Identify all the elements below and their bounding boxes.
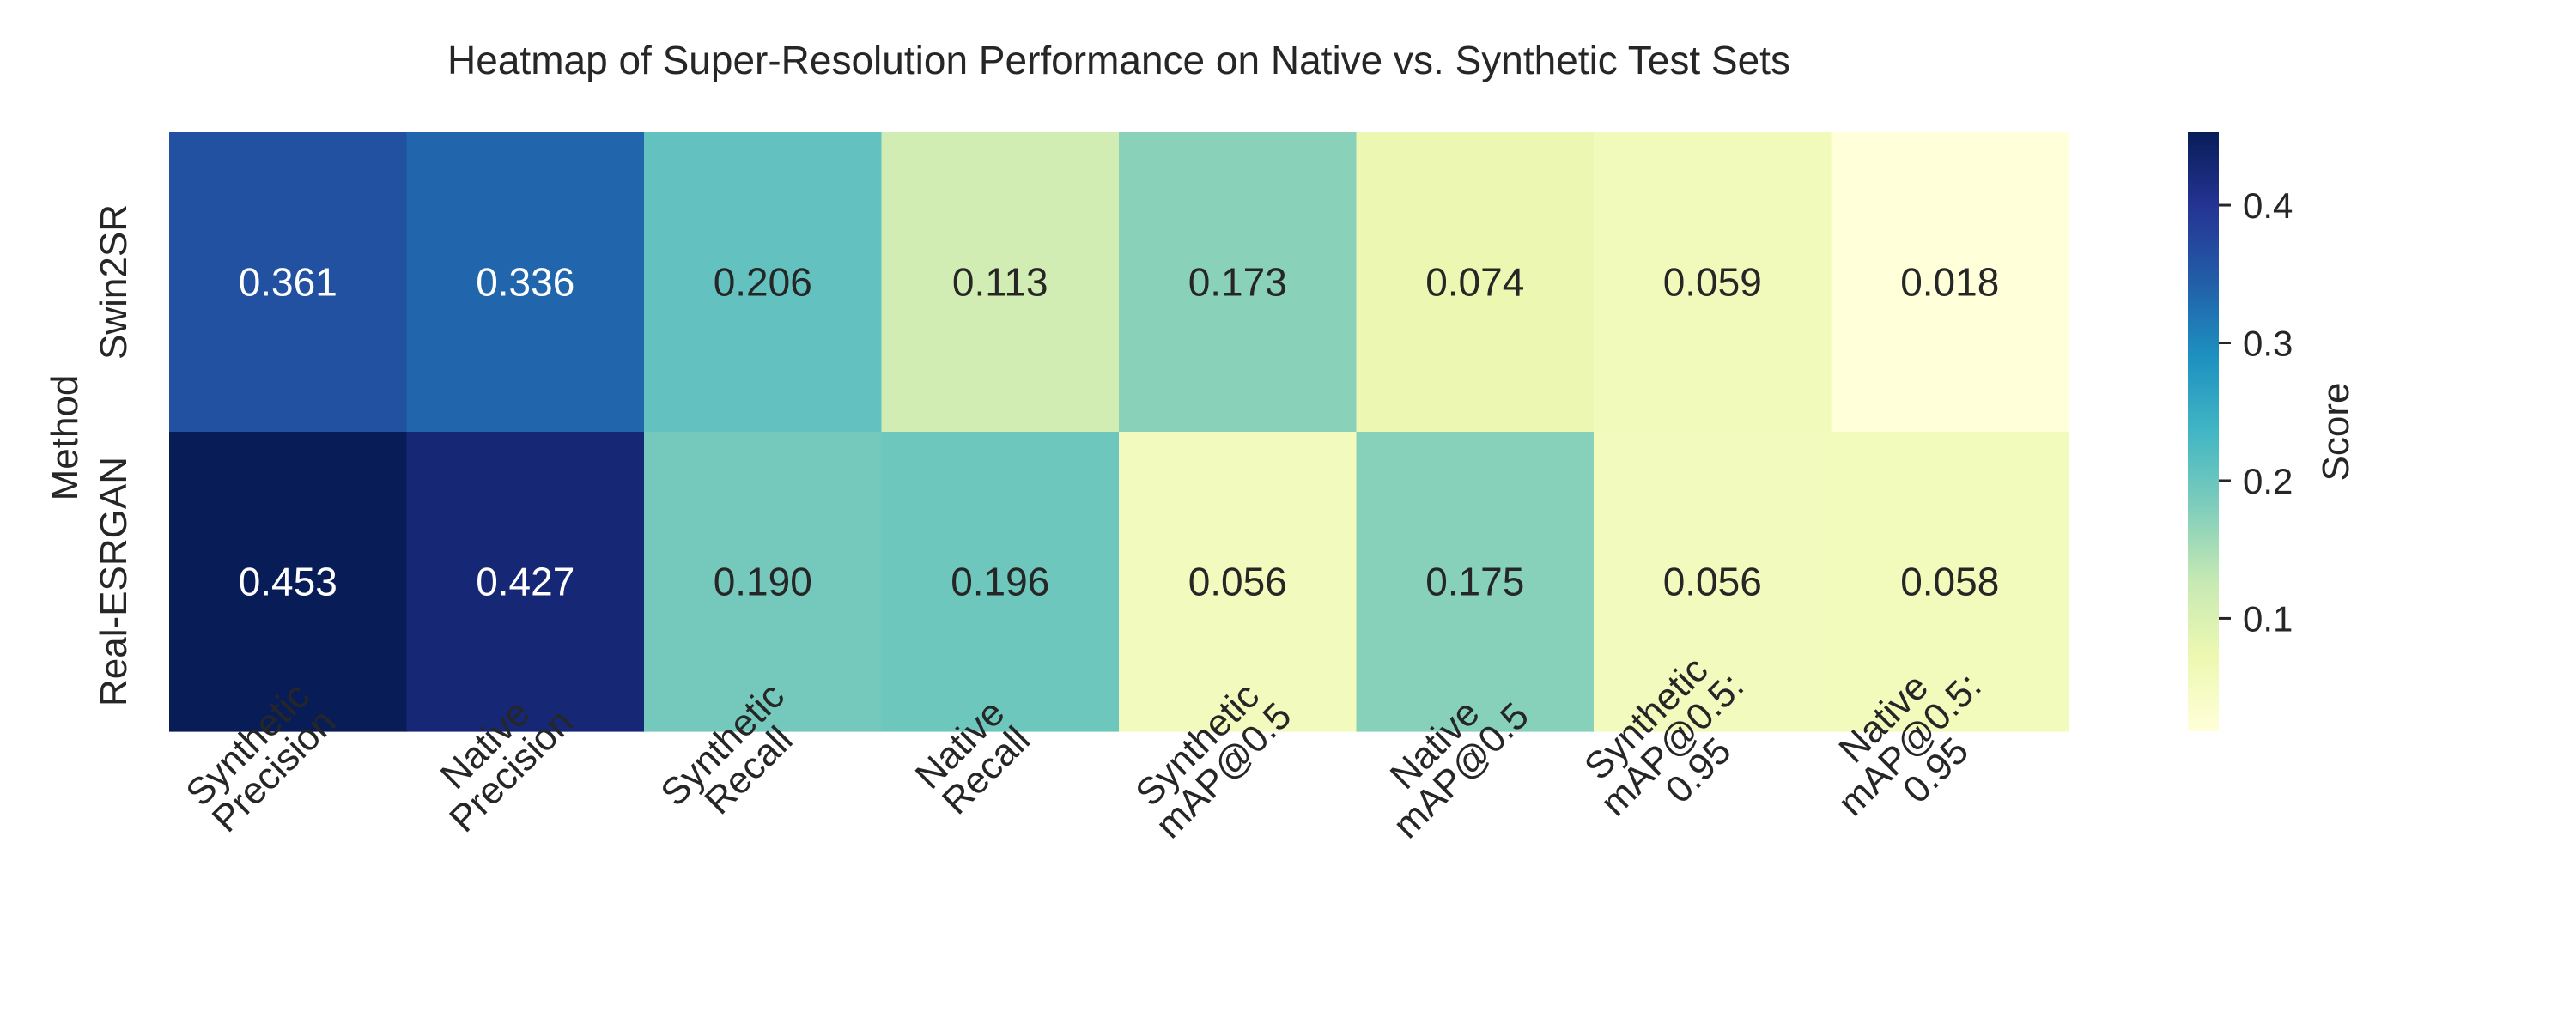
cell-value-label: 0.074: [1425, 260, 1524, 305]
cell-value-label: 0.113: [952, 260, 1048, 305]
heatmap-cell: [1356, 132, 1595, 433]
colorbar-tick-label: 0.2: [2243, 461, 2293, 501]
cell-value-label: 0.173: [1188, 260, 1287, 305]
row-label: Real-ESRGAN: [93, 457, 135, 706]
cell-value-label: 0.453: [239, 560, 337, 604]
cell-value-label: 0.058: [1900, 560, 1999, 604]
heatmap-cell: [406, 432, 645, 732]
cell-value-label: 0.427: [476, 560, 574, 604]
heatmap-cell: [1119, 432, 1358, 732]
row-tick-labels: Swin2SR Real-ESRGAN: [93, 204, 135, 706]
cell-value-label: 0.196: [951, 560, 1049, 604]
colorbar-ticks: 0.1 0.2 0.3 0.4: [2219, 185, 2293, 639]
cell-value-label: 0.175: [1425, 560, 1524, 604]
heatmap-cell: [881, 432, 1120, 732]
heatmap-cells: [169, 132, 2069, 732]
colorbar-tick-label: 0.4: [2243, 185, 2293, 226]
heatmap-cell: [1119, 132, 1358, 433]
colorbar-label: Score: [2315, 383, 2357, 482]
cell-value-label: 0.056: [1188, 560, 1287, 604]
heatmap-cell: [406, 132, 645, 433]
heatmap-cell: [169, 132, 408, 433]
heatmap-cell: [1356, 432, 1595, 732]
colorbar: [2188, 132, 2219, 731]
heatmap-cell: [1831, 432, 2069, 732]
heatmap-cell: [1594, 132, 1832, 433]
cell-value-label: 0.361: [239, 260, 337, 305]
row-label: Swin2SR: [93, 204, 135, 360]
y-axis-label: Method: [44, 375, 86, 501]
cell-value-label: 0.056: [1663, 560, 1762, 604]
cell-value-label: 0.206: [714, 260, 812, 305]
colorbar-tick-label: 0.3: [2243, 324, 2293, 364]
heatmap-cell: [169, 432, 408, 732]
heatmap-cell: [644, 432, 883, 732]
heatmap-cell: [644, 132, 883, 433]
cell-value-label: 0.018: [1900, 260, 1999, 305]
chart-title: Heatmap of Super-Resolution Performance …: [447, 38, 1790, 82]
cell-value-label: 0.190: [714, 560, 812, 604]
heatmap-cell: [881, 132, 1120, 433]
cell-value-label: 0.059: [1663, 260, 1762, 305]
heatmap-cell-labels: 0.361 0.336 0.206 0.113 0.173 0.074 0.059 0.018…: [239, 260, 2000, 604]
colorbar-tick-label: 0.1: [2243, 598, 2293, 639]
cell-value-label: 0.336: [476, 260, 574, 305]
heatmap-cell: [1594, 432, 1832, 732]
heatmap-cell: [1831, 132, 2069, 433]
